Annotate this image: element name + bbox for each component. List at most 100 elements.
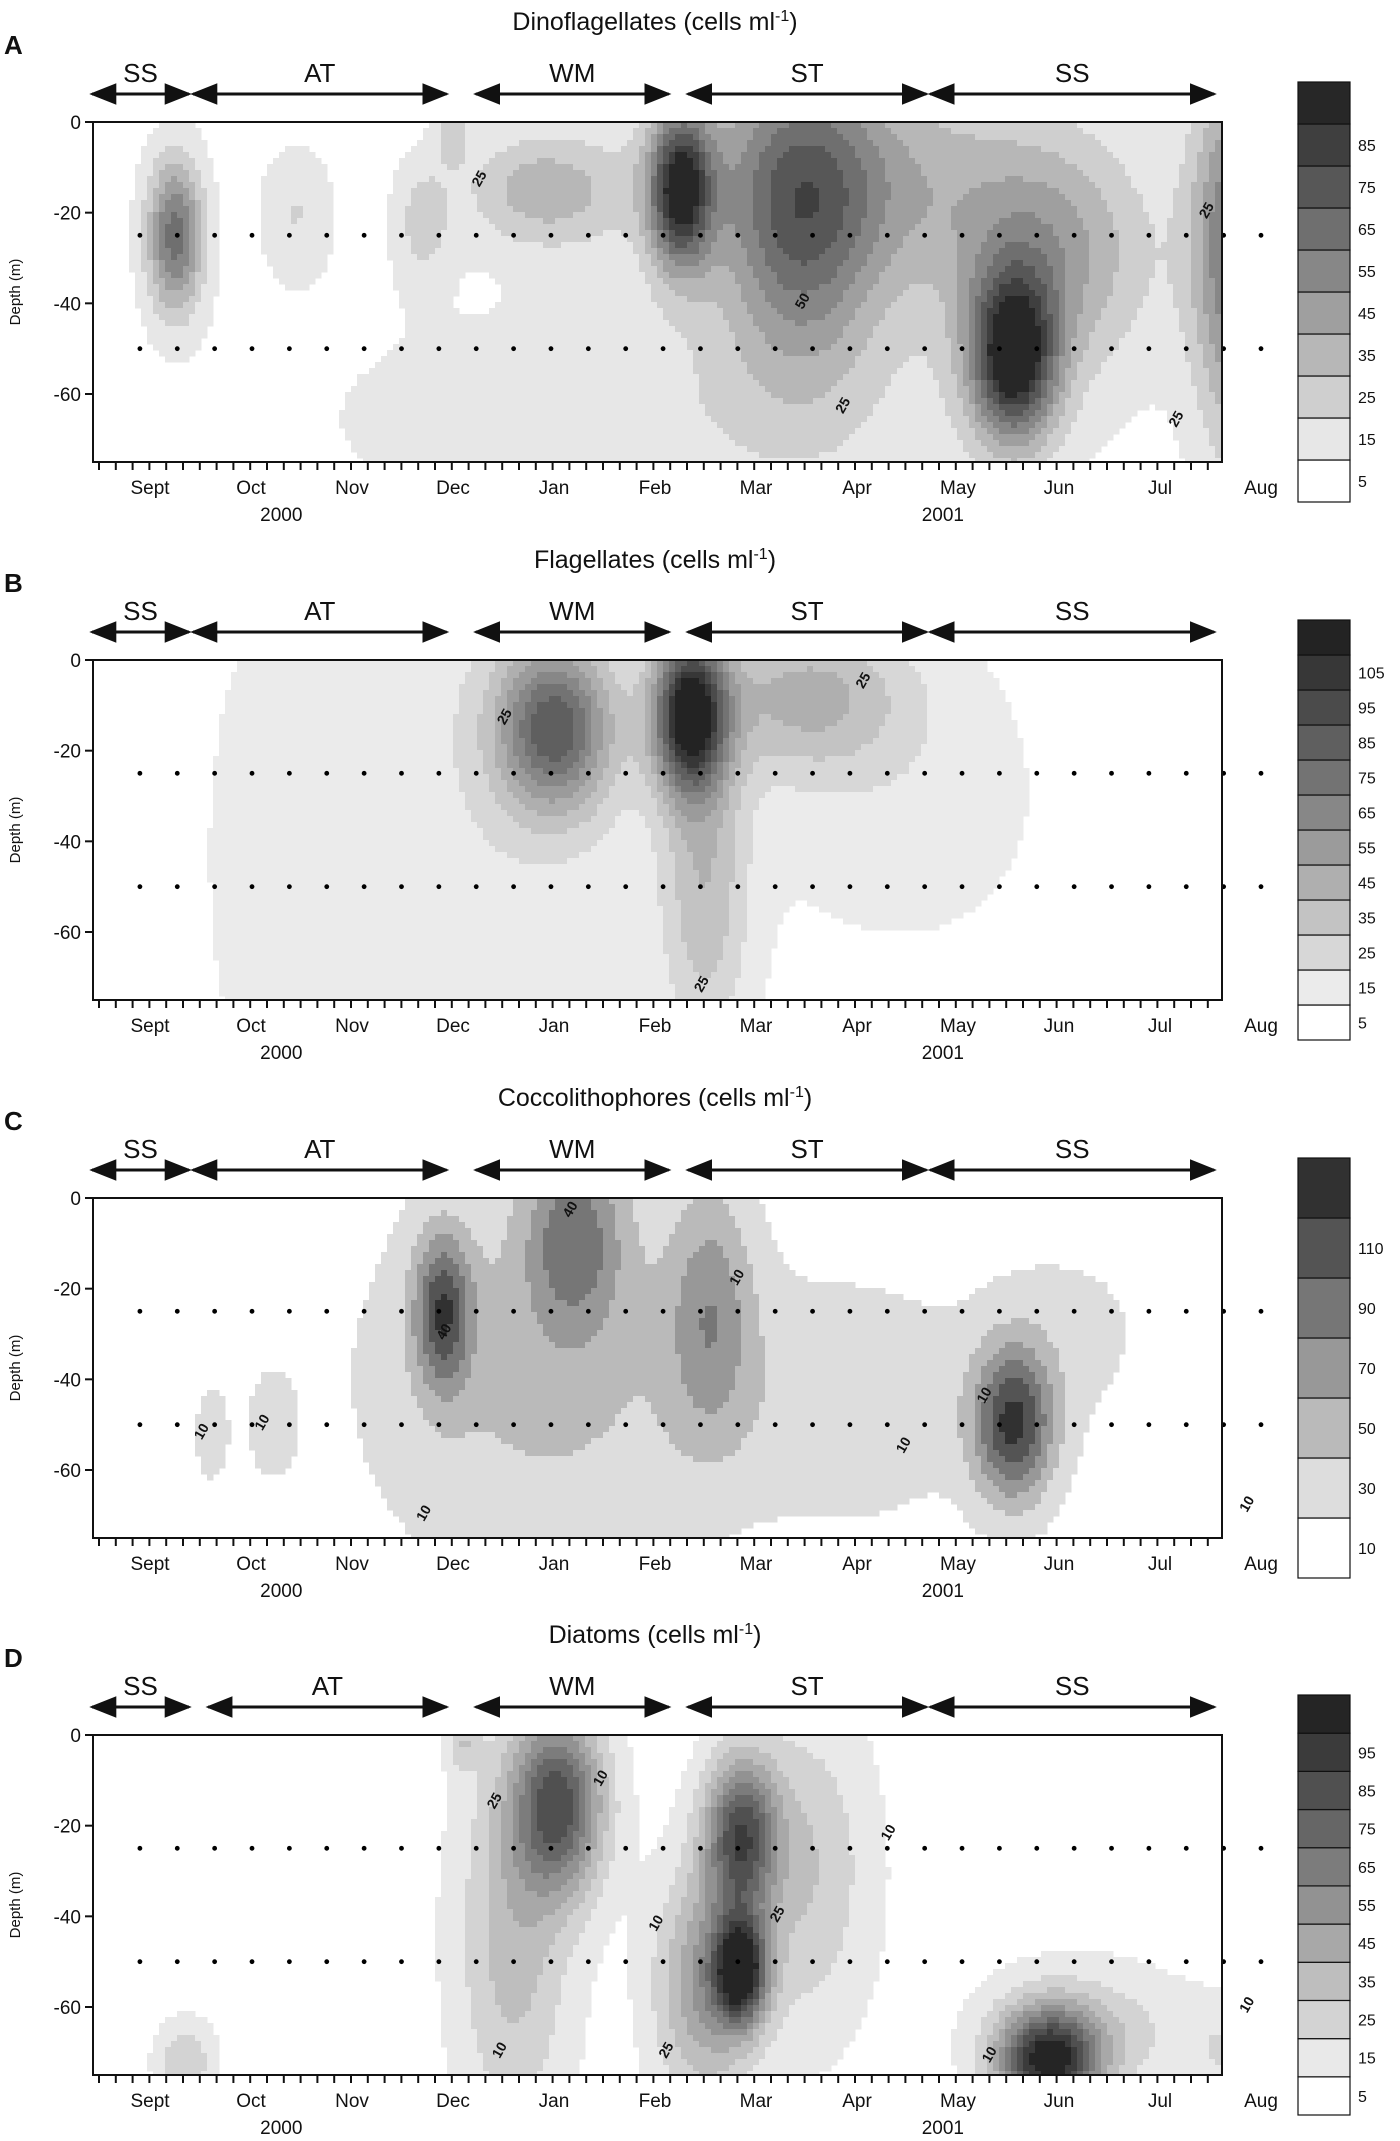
- heatmap-cell: [411, 152, 418, 159]
- heatmap-cell: [831, 134, 838, 141]
- heatmap-cell: [321, 194, 328, 201]
- heatmap-cell: [783, 278, 790, 285]
- heatmap-cell: [399, 338, 406, 345]
- heatmap-cell: [777, 182, 784, 189]
- heatmap-cell: [687, 194, 694, 201]
- heatmap-cell: [357, 398, 364, 405]
- heatmap-cell: [819, 296, 826, 303]
- heatmap-cell: [597, 326, 604, 333]
- heatmap-cell: [429, 302, 436, 309]
- heatmap-cell: [303, 158, 310, 165]
- heatmap-cell: [825, 392, 832, 399]
- heatmap-cell: [303, 200, 310, 207]
- heatmap-cell: [519, 386, 526, 393]
- heatmap-cell: [525, 212, 532, 219]
- heatmap-cell: [765, 368, 772, 375]
- heatmap-cell: [609, 302, 616, 309]
- heatmap-cell: [651, 242, 658, 249]
- heatmap-cell: [141, 224, 148, 231]
- heatmap-cell: [639, 212, 646, 219]
- heatmap-cell: [489, 320, 496, 327]
- heatmap-cell: [507, 398, 514, 405]
- heatmap-cell: [585, 356, 592, 363]
- heatmap-cell: [699, 302, 706, 309]
- heatmap-cell: [405, 230, 412, 237]
- heatmap-cell: [171, 170, 178, 177]
- heatmap-cell: [717, 188, 724, 195]
- heatmap-cell: [807, 248, 814, 255]
- heatmap-cell: [795, 242, 802, 249]
- heatmap-cell: [687, 296, 694, 303]
- heatmap-cell: [399, 404, 406, 411]
- heatmap-cell: [657, 386, 664, 393]
- heatmap-cell: [615, 134, 622, 141]
- heatmap-cell: [687, 140, 694, 147]
- heatmap-cell: [705, 350, 712, 357]
- heatmap-cell: [693, 182, 700, 189]
- heatmap-cell: [777, 356, 784, 363]
- heatmap-cell: [393, 434, 400, 441]
- heatmap-cell: [717, 122, 724, 129]
- heatmap-cell: [723, 152, 730, 159]
- heatmap-cell: [645, 326, 652, 333]
- heatmap-cell: [273, 176, 280, 183]
- heatmap-cell: [597, 284, 604, 291]
- heatmap-cell: [693, 266, 700, 273]
- heatmap-cell: [573, 128, 580, 135]
- heatmap-cell: [165, 122, 172, 129]
- heatmap-cell: [447, 278, 454, 285]
- heatmap-cell: [549, 236, 556, 243]
- heatmap-cell: [771, 152, 778, 159]
- heatmap-cell: [393, 272, 400, 279]
- heatmap-cell: [675, 284, 682, 291]
- heatmap-cell: [531, 254, 538, 261]
- heatmap-cell: [303, 170, 310, 177]
- heatmap-cell: [777, 368, 784, 375]
- heatmap-cell: [807, 398, 814, 405]
- heatmap-cell: [705, 194, 712, 201]
- heatmap-cell: [579, 326, 586, 333]
- heatmap-cell: [753, 122, 760, 129]
- heatmap-cell: [693, 380, 700, 387]
- heatmap-cell: [309, 158, 316, 165]
- heatmap-cell: [801, 194, 808, 201]
- heatmap-cell: [507, 410, 514, 417]
- heatmap-cell: [609, 458, 616, 462]
- heatmap-cell: [201, 188, 208, 195]
- heatmap-cell: [729, 128, 736, 135]
- heatmap-cell: [279, 164, 286, 171]
- heatmap-cell: [741, 398, 748, 405]
- heatmap-cell: [633, 404, 640, 411]
- heatmap-cell: [591, 248, 598, 255]
- heatmap-cell: [519, 248, 526, 255]
- heatmap-cell: [441, 344, 448, 351]
- heatmap-cell: [429, 458, 436, 462]
- heatmap-cell: [531, 458, 538, 462]
- heatmap-cell: [453, 314, 460, 321]
- heatmap-cell: [543, 242, 550, 249]
- heatmap-cell: [585, 200, 592, 207]
- heatmap-cell: [741, 428, 748, 435]
- heatmap-cell: [645, 356, 652, 363]
- heatmap-cell: [177, 242, 184, 249]
- heatmap-cell: [537, 272, 544, 279]
- heatmap-cell: [729, 164, 736, 171]
- heatmap-cell: [639, 362, 646, 369]
- heatmap-cell: [291, 152, 298, 159]
- heatmap-cell: [423, 188, 430, 195]
- heatmap-cell: [429, 248, 436, 255]
- heatmap-cell: [531, 368, 538, 375]
- heatmap-cell: [477, 368, 484, 375]
- heatmap-cell: [783, 260, 790, 267]
- heatmap-cell: [795, 200, 802, 207]
- heatmap-cell: [513, 152, 520, 159]
- heatmap-cell: [165, 278, 172, 285]
- heatmap-cell: [753, 290, 760, 297]
- heatmap-cell: [519, 344, 526, 351]
- heatmap-cell: [753, 440, 760, 447]
- heatmap-cell: [711, 422, 718, 429]
- heatmap-cell: [735, 302, 742, 309]
- heatmap-cell: [789, 164, 796, 171]
- heatmap-cell: [543, 272, 550, 279]
- heatmap-cell: [189, 128, 196, 135]
